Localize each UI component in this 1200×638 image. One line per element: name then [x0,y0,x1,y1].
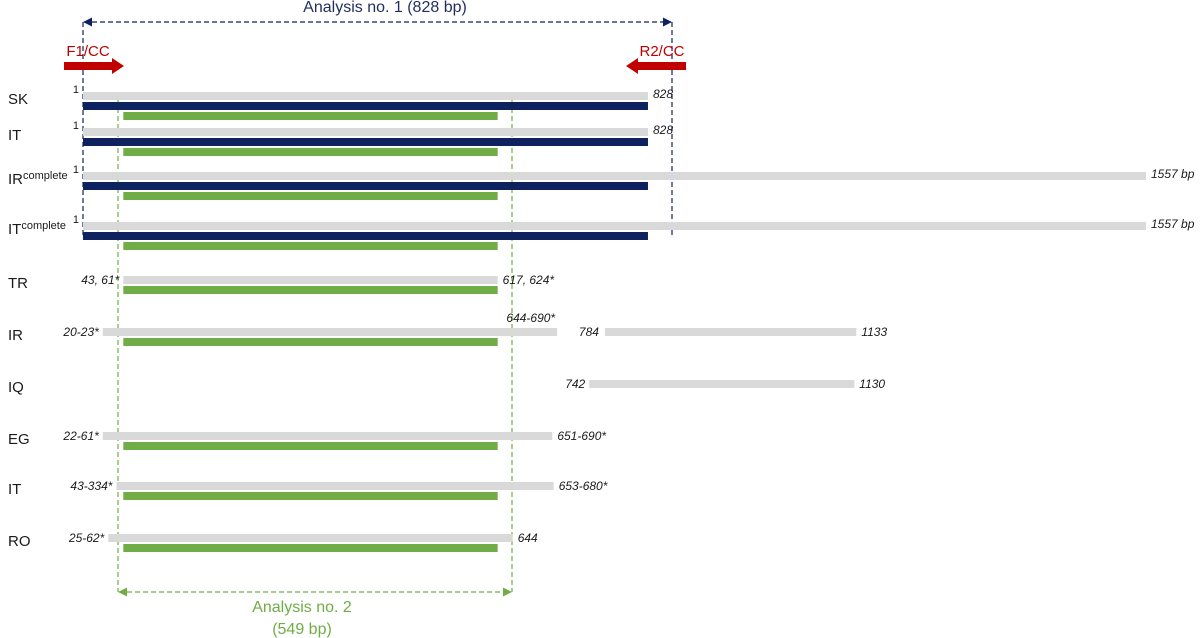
row-label-superscript: complete [23,170,68,182]
analysis2-bar [123,544,498,552]
row-label: ITcomplete [8,220,66,238]
row-label: TR [8,275,28,292]
left-arrow-icon [626,58,686,74]
end-position-label: 828 [653,123,673,137]
analysis2-bar [123,338,498,346]
primer-reverse-label: R2/CC [639,43,684,60]
end-position-label: 617, 624* [503,273,555,287]
analysis2-label: Analysis no. 2 [252,599,352,616]
end-position-label: 1557 bp [1151,217,1195,231]
primer-reverse: R2/CC [626,43,686,74]
start-position-label: 22-61* [62,429,99,443]
sequence-bar [83,128,648,136]
sequence-bar [102,432,553,440]
analysis2-bar [123,442,498,450]
start-position-label: 43-334* [70,479,112,493]
row-label: IQ [8,379,24,396]
end-position-label: 644-690* [506,311,555,325]
sequence-bar [83,92,648,100]
primer-forward: F1/CC [64,43,124,74]
segment-end-label: 1133 [861,325,887,339]
row-label: IRcomplete [8,170,68,188]
sequence-bar [116,482,554,490]
end-position-label: 653-680* [559,479,608,493]
analysis2-bar [123,242,498,250]
analysis1-bar [83,102,648,110]
row-label: SK [8,91,28,108]
sequence-bar [108,534,513,542]
end-position-label: 644 [518,531,538,545]
analysis1-bar [83,182,648,190]
analysis2-bar [123,192,498,200]
sequence-bar [604,328,857,336]
start-position-label: 1 [73,164,79,176]
row-label: IT [8,127,21,144]
sequence-bar [123,276,498,284]
sequence-bar [83,172,1146,180]
start-position-label: 1 [73,84,79,96]
start-position-label: 43, 61* [81,273,119,287]
primer-forward-label: F1/CC [66,43,110,60]
analysis1-label: Analysis no. 1 (828 bp) [303,0,467,16]
sequence-bar [102,328,558,336]
analysis2-bar [123,286,498,294]
end-position-label: 651-690* [557,429,606,443]
analysis1-bar [83,138,648,146]
end-position-label: 1130 [859,377,885,391]
analysis2-bar [123,148,498,156]
sequence-bar [83,222,1146,230]
row-label: IT [8,481,21,498]
start-position-label: 742 [565,377,585,391]
start-position-label: 25-62* [68,531,105,545]
right-arrow-icon [64,58,124,74]
sequence-bar [589,380,855,388]
start-position-label: 1 [73,214,79,226]
row-label: RO [8,533,31,550]
end-position-label: 1557 bp [1151,167,1195,181]
segment-start-label: 784 [579,325,599,339]
analysis2-bar [123,112,498,120]
row-label-superscript: complete [21,220,66,232]
end-position-label: 828 [653,87,673,101]
row-label: IR [8,327,23,344]
row-label: EG [8,431,30,448]
analysis2-size-label: (549 bp) [272,621,332,638]
start-position-label: 1 [73,120,79,132]
start-position-label: 20-23* [62,325,99,339]
analysis1-bar [83,232,648,240]
analysis2-bar [123,492,498,500]
